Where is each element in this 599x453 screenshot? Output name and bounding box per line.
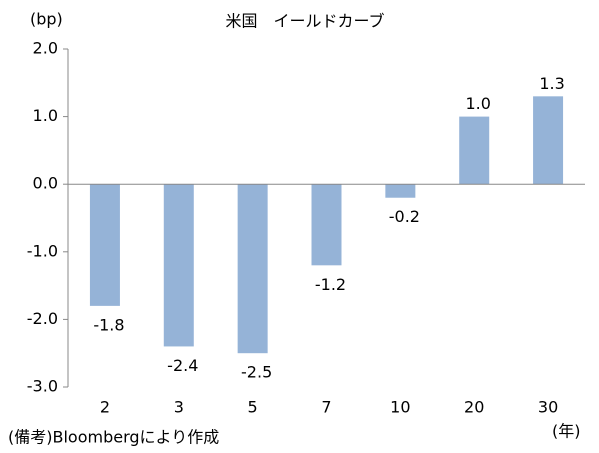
x-tick-label: 20: [464, 398, 484, 417]
x-tick-label: 10: [390, 398, 410, 417]
y-tick-label: -3.0: [27, 377, 58, 396]
bar: [459, 116, 490, 185]
bar: [237, 184, 268, 354]
x-unit: (年): [552, 422, 581, 441]
value-label: -1.8: [93, 315, 124, 334]
value-label: 1.3: [539, 74, 564, 93]
x-tick-label: 7: [321, 398, 331, 417]
y-tick-label: 1.0: [33, 106, 58, 125]
bar: [89, 184, 120, 306]
value-label: 1.0: [465, 94, 490, 113]
y-unit: (bp): [30, 10, 63, 29]
note: (備考)Bloombergにより作成: [8, 428, 219, 447]
y-tick-label: -2.0: [27, 309, 58, 328]
x-tick-label: 2: [100, 398, 110, 417]
y-tick-label: 2.0: [33, 39, 58, 58]
value-label: -1.2: [315, 275, 346, 294]
value-label: -2.5: [241, 363, 272, 382]
bar: [163, 184, 194, 347]
x-tick-label: 5: [248, 398, 258, 417]
value-label: -2.4: [167, 356, 198, 375]
y-tick-label: -1.0: [27, 241, 58, 260]
bar: [385, 184, 416, 198]
bar: [311, 184, 342, 266]
value-label: -0.2: [389, 207, 420, 226]
y-tick-label: 0.0: [33, 174, 58, 193]
bar: [533, 96, 564, 185]
chart-title: 米国 イールドカーブ: [225, 12, 384, 31]
x-tick-label: 30: [538, 398, 558, 417]
x-tick-label: 3: [174, 398, 184, 417]
